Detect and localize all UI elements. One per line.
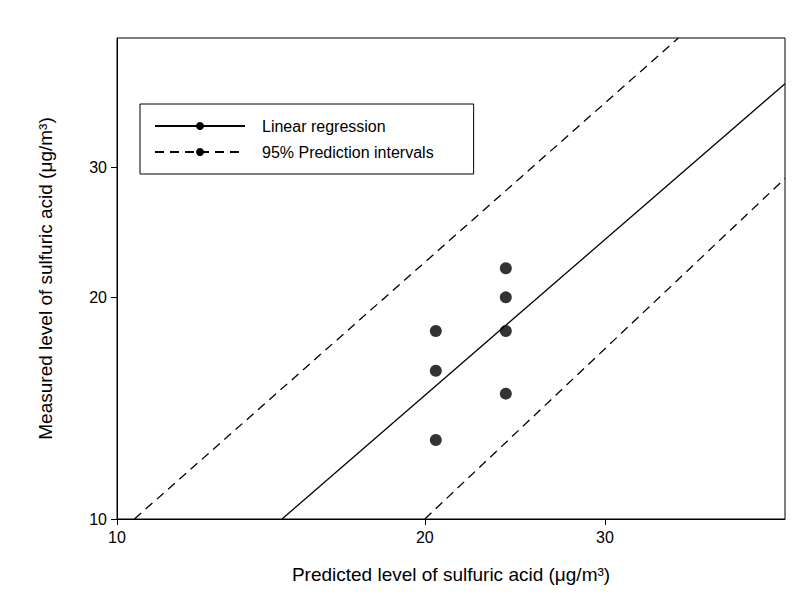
svg-text:30: 30 [596,529,614,546]
svg-text:10: 10 [89,511,107,528]
svg-text:Linear regression: Linear regression [262,118,386,135]
svg-text:10: 10 [108,529,126,546]
svg-text:30: 30 [89,159,107,176]
svg-text:20: 20 [416,529,434,546]
svg-text:95% Prediction intervals: 95% Prediction intervals [262,144,434,161]
svg-text:Predicted level of sulfuric ac: Predicted level of sulfuric acid (μg/m³) [292,564,610,585]
svg-text:20: 20 [89,289,107,306]
svg-text:Measured level of sulfuric aci: Measured level of sulfuric acid (μg/m³) [35,117,56,439]
